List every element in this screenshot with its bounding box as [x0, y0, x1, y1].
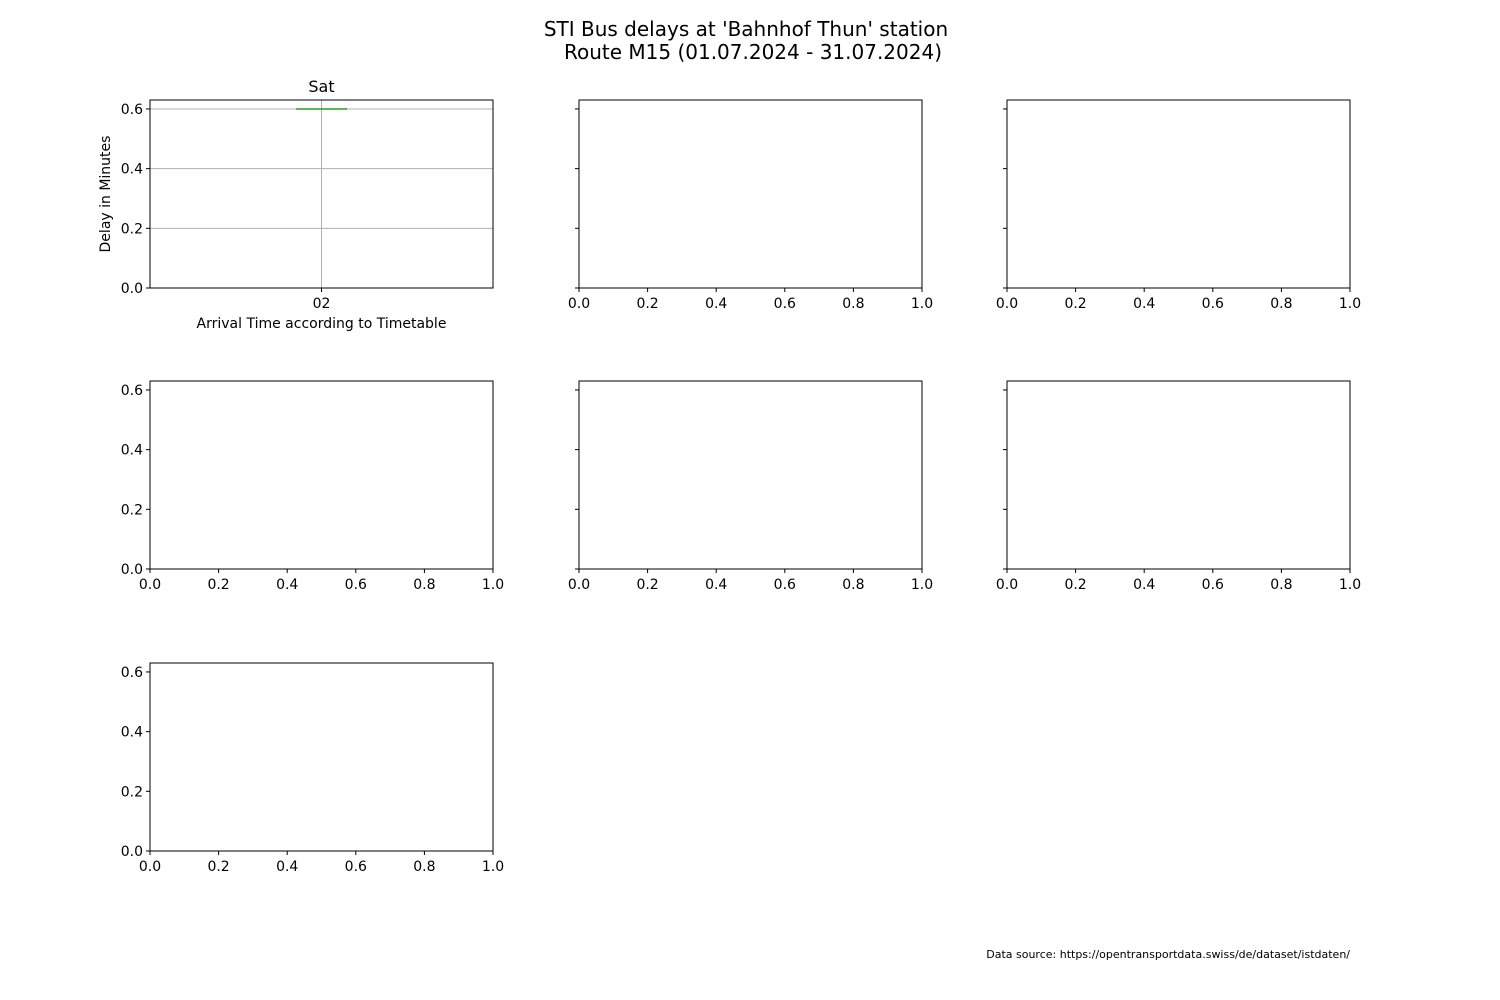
x-tick-label: 0.4 [1133, 296, 1155, 312]
x-tick-label: 0.0 [568, 296, 590, 312]
axes-frame [1006, 99, 1351, 289]
panel-1: 0.0 0.2 0.4 0.6 02 Sat Arrival Time according … [98, 77, 494, 332]
x-tick-label: 0.4 [705, 577, 727, 593]
x-tick-label: 0.4 [276, 859, 298, 875]
x-axis-label: Arrival Time according to Timetable [197, 316, 447, 332]
y-tick-label: 0.6 [121, 665, 143, 681]
x-tick-label: 0.4 [1133, 577, 1155, 593]
x-tick-label: 0.2 [636, 296, 658, 312]
y-tick-label: 0.4 [121, 443, 143, 459]
panel-7: 0.0 0.2 0.4 0.6 0.0 0.2 0.4 0.6 0.8 1.0 [121, 662, 504, 875]
x-tick-label: 0.8 [1270, 577, 1292, 593]
x-tick-label: 0.0 [568, 577, 590, 593]
x-tick-label: 0.6 [345, 859, 367, 875]
y-tick-label: 0.2 [121, 502, 143, 518]
x-tick-label: 0.0 [996, 296, 1018, 312]
y-tick-label: 0.6 [121, 383, 143, 399]
x-tick-label: 0.8 [413, 577, 435, 593]
y-tick-label: 0.0 [121, 562, 143, 578]
x-tick-label: 1.0 [482, 859, 504, 875]
y-tick-label: 0.2 [121, 784, 143, 800]
panel-title: Sat [308, 77, 334, 96]
x-tick-label: 0.6 [774, 577, 796, 593]
figure-title-line2: Route M15 (01.07.2024 - 31.07.2024) [564, 40, 942, 64]
axes-frame [578, 99, 923, 289]
x-tick-label: 0.2 [1064, 577, 1086, 593]
panel-3: 0.0 0.2 0.4 0.6 0.8 1.0 [996, 99, 1361, 312]
x-tick-label: 1.0 [1339, 577, 1361, 593]
x-tick-label: 0.8 [1270, 296, 1292, 312]
x-tick-label: 0.6 [1202, 577, 1224, 593]
x-tick-label: 1.0 [1339, 296, 1361, 312]
x-tick-label: 0.6 [1202, 296, 1224, 312]
x-tick-label: 0.8 [842, 296, 864, 312]
y-tick-label: 0.2 [121, 221, 143, 237]
source-note: Data source: https://opentransportdata.s… [986, 948, 1350, 961]
figure-title-line1: STI Bus delays at 'Bahnhof Thun' station [544, 17, 948, 41]
y-tick-label: 0.0 [121, 281, 143, 297]
x-tick-label: 1.0 [911, 296, 933, 312]
x-tick-label: 0.2 [207, 577, 229, 593]
panel-5: 0.0 0.2 0.4 0.6 0.8 1.0 [568, 380, 933, 593]
axes-frame [1006, 380, 1351, 570]
y-tick-label: 0.0 [121, 844, 143, 860]
y-tick-label: 0.4 [121, 162, 143, 178]
x-tick-label: 0.2 [1064, 296, 1086, 312]
x-tick-label: 0.2 [636, 577, 658, 593]
x-tick-label: 0.0 [996, 577, 1018, 593]
x-tick-label: 02 [313, 296, 331, 312]
panel-2: 0.0 0.2 0.4 0.6 0.8 1.0 [568, 99, 933, 312]
x-tick-label: 0.8 [842, 577, 864, 593]
x-tick-label: 0.8 [413, 859, 435, 875]
panels: 0.0 0.2 0.4 0.6 02 Sat Arrival Time according … [98, 77, 1361, 875]
x-tick-label: 0.6 [345, 577, 367, 593]
x-tick-label: 0.4 [705, 296, 727, 312]
x-tick-label: 1.0 [482, 577, 504, 593]
x-tick-label: 0.6 [774, 296, 796, 312]
y-tick-label: 0.4 [121, 725, 143, 741]
panel-4: 0.0 0.2 0.4 0.6 0.0 0.2 0.4 0.6 0.8 1.0 [121, 380, 504, 593]
y-axis-label: Delay in Minutes [98, 136, 114, 253]
x-tick-label: 1.0 [911, 577, 933, 593]
axes-frame [149, 662, 494, 852]
x-tick-label: 0.2 [207, 859, 229, 875]
x-tick-label: 0.0 [139, 859, 161, 875]
panel-6: 0.0 0.2 0.4 0.6 0.8 1.0 [996, 380, 1361, 593]
axes-frame [149, 380, 494, 570]
y-tick-label: 0.6 [121, 102, 143, 118]
axes-frame [578, 380, 923, 570]
x-tick-label: 0.4 [276, 577, 298, 593]
x-tick-label: 0.0 [139, 577, 161, 593]
